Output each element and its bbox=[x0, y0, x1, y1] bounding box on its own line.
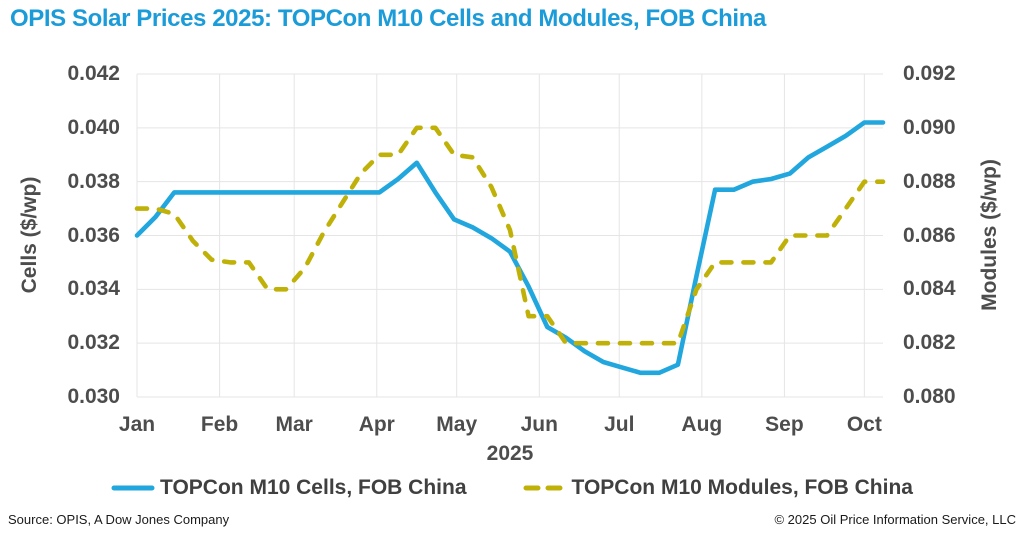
cells-line bbox=[134, 120, 886, 376]
x-axis-tick: Jul bbox=[604, 413, 635, 436]
plot-canvas bbox=[134, 73, 886, 398]
legend-label: TOPCon M10 Modules, FOB China bbox=[571, 476, 913, 499]
left-axis-tick: 0.036 bbox=[67, 223, 120, 247]
chart-legend: TOPCon M10 Cells, FOB China TOPCon M10 Mo… bbox=[0, 476, 1024, 500]
x-axis-tick: Jun bbox=[520, 413, 558, 436]
page-title: OPIS Solar Prices 2025: TOPCon M10 Cells… bbox=[10, 5, 766, 32]
right-axis-tick: 0.080 bbox=[903, 385, 956, 408]
cells-legend-swatch bbox=[111, 485, 155, 491]
x-axis-tick: Jan bbox=[118, 413, 156, 436]
modules-legend-swatch bbox=[523, 485, 567, 491]
left-axis-tick: 0.032 bbox=[67, 331, 120, 355]
x-axis-tick: Aug bbox=[681, 413, 723, 436]
x-axis-tick: Mar bbox=[275, 413, 313, 436]
right-axis-tick: 0.088 bbox=[903, 169, 956, 193]
right-axis-tick: 0.082 bbox=[903, 331, 956, 355]
x-axis-tick: Oct bbox=[846, 413, 882, 436]
x-axis-tick: Apr bbox=[358, 413, 395, 436]
footer: Source: OPIS, A Dow Jones Company © 2025… bbox=[8, 512, 1016, 527]
x-axis-tick: Sep bbox=[765, 413, 804, 436]
legend-label: TOPCon M10 Cells, FOB China bbox=[160, 476, 467, 499]
x-axis-tick: Feb bbox=[200, 413, 239, 436]
left-axis-tick: 0.034 bbox=[67, 277, 120, 301]
left-axis-tick: 0.030 bbox=[67, 385, 120, 408]
left-axis-tick: 0.038 bbox=[67, 169, 120, 193]
right-axis-tick: 0.086 bbox=[903, 223, 956, 247]
right-axis-tick: 0.084 bbox=[903, 277, 956, 301]
source-note: Source: OPIS, A Dow Jones Company bbox=[8, 512, 230, 527]
copyright-note: © 2025 Oil Price Information Service, LL… bbox=[774, 512, 1016, 527]
legend-item-cells: TOPCon M10 Cells, FOB China bbox=[111, 476, 467, 500]
modules-line bbox=[134, 125, 886, 346]
right-axis-tick: 0.090 bbox=[903, 115, 956, 139]
x-axis-year-label: 2025 bbox=[486, 442, 534, 465]
right-axis-tick: 0.092 bbox=[903, 62, 956, 85]
left-axis-tick: 0.040 bbox=[67, 115, 120, 139]
x-axis-tick: May bbox=[436, 413, 478, 436]
left-axis-tick: 0.042 bbox=[67, 62, 120, 85]
legend-item-modules: TOPCon M10 Modules, FOB China bbox=[523, 476, 913, 500]
